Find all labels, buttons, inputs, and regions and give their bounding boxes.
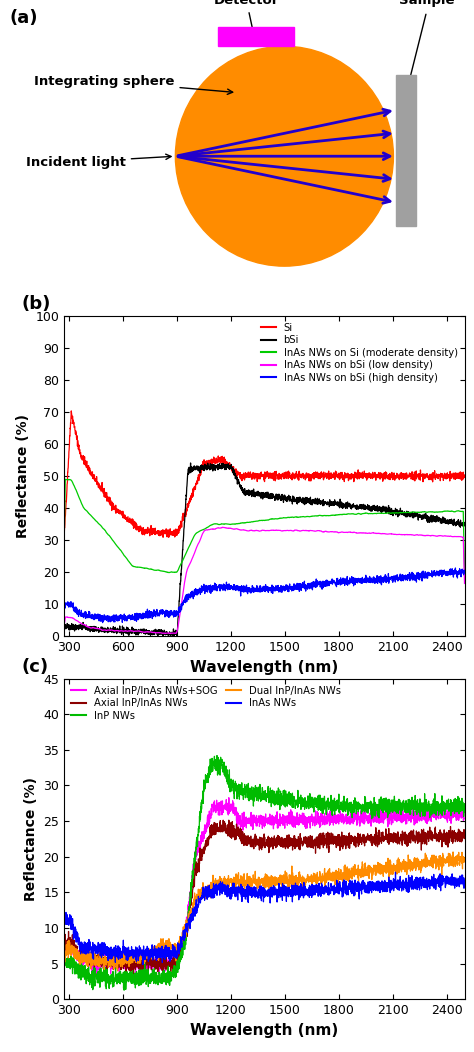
- X-axis label: Wavelength (nm): Wavelength (nm): [190, 1023, 338, 1038]
- Y-axis label: Reflectance (%): Reflectance (%): [24, 777, 38, 901]
- Y-axis label: Reflectance (%): Reflectance (%): [16, 414, 30, 538]
- Legend: Axial InP/InAs NWs+SOG, Axial InP/InAs NWs, InP NWs, Dual InP/InAs NWs, InAs NWs: Axial InP/InAs NWs+SOG, Axial InP/InAs N…: [69, 684, 343, 723]
- Text: Integrating sphere: Integrating sphere: [34, 75, 233, 95]
- Ellipse shape: [175, 46, 393, 266]
- Text: (b): (b): [22, 296, 51, 313]
- X-axis label: Wavelength (nm): Wavelength (nm): [190, 660, 338, 675]
- Bar: [396, 76, 416, 226]
- Text: Detector: Detector: [214, 0, 279, 41]
- Text: (a): (a): [9, 8, 38, 26]
- Text: Sample: Sample: [399, 0, 455, 7]
- Bar: [218, 27, 294, 46]
- Text: (c): (c): [22, 659, 49, 676]
- Legend: Si, bSi, InAs NWs on Si (moderate density), InAs NWs on bSi (low density), InAs : Si, bSi, InAs NWs on Si (moderate densit…: [258, 321, 459, 385]
- Text: Incident light: Incident light: [26, 155, 171, 168]
